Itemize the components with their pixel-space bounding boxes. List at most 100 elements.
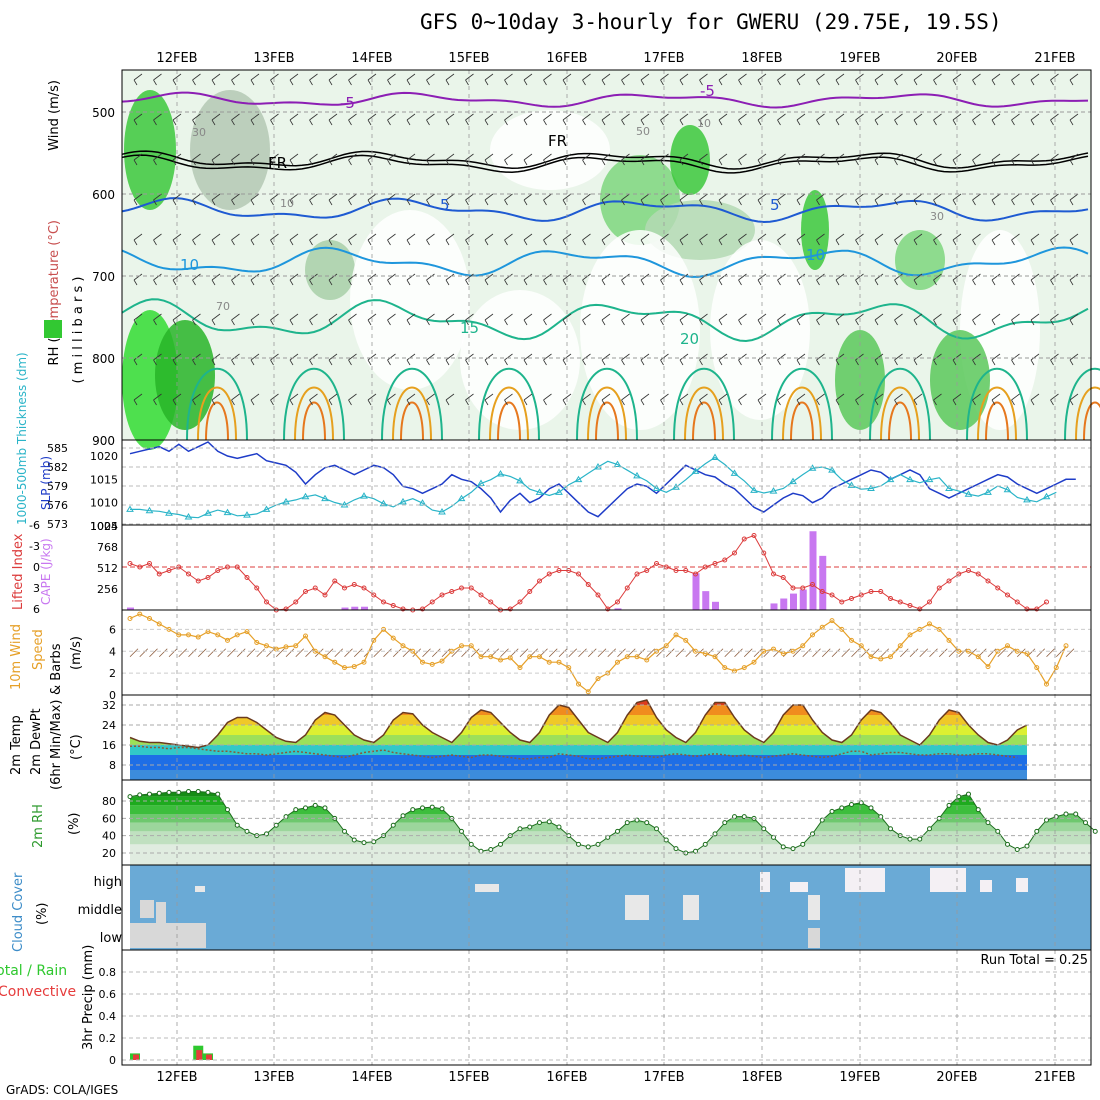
warm-lobe-9-2 [1083, 401, 1100, 441]
rh-point [312, 802, 318, 808]
wind10-barb [1036, 648, 1046, 658]
thickness-marker [360, 492, 368, 499]
upper-wind-label: Wind (m/s) [47, 80, 62, 151]
wind-barb [913, 73, 923, 86]
warm-lobe-6-2 [790, 401, 814, 441]
rh-point [137, 792, 143, 798]
wind-barb [582, 233, 591, 246]
wind-barb [816, 233, 825, 246]
wind-barb [601, 113, 611, 126]
wind-barb [328, 73, 338, 86]
lifted-index-point [351, 582, 357, 587]
lifted-index-point [702, 564, 708, 570]
wind-barb [348, 153, 357, 166]
contour-label-4: 5 [440, 196, 450, 214]
wind-barb [699, 273, 708, 286]
wind-barb [933, 193, 942, 206]
wind-barb [933, 273, 942, 286]
temp-contour-minus5 [121, 91, 1089, 109]
wind10-label-bot-group: & Barbs [49, 643, 64, 695]
warm-lobe-7-0 [869, 367, 931, 441]
wind10-point [1053, 665, 1059, 671]
wind-barb [640, 153, 650, 166]
rh-point [1034, 828, 1040, 834]
wind10-point [137, 611, 143, 617]
wind-barb [543, 313, 552, 326]
wind-barb [972, 313, 981, 326]
li-label: Lifted Index [11, 533, 26, 610]
wind-barb [465, 73, 474, 86]
wind-barb [504, 153, 513, 166]
rh-point [702, 841, 708, 847]
upper-left-labels: Wind (m/s)Temperature (°C)RH (%) [44, 80, 62, 365]
wind10-barb [334, 648, 344, 658]
upper-mb-label: ( m i l l i b a r s ) [71, 277, 86, 384]
wind-barb [211, 153, 221, 166]
wind-barb [952, 313, 962, 326]
wind-barb [835, 233, 845, 246]
rh-region-17 [490, 110, 610, 190]
wind10-point [566, 665, 572, 671]
wind-barb [445, 313, 455, 326]
wind-barb [504, 353, 513, 366]
wind10-point [332, 659, 338, 665]
thickness-marker [184, 513, 193, 520]
date-label-bottom-0: 12FEB [156, 1070, 197, 1085]
wind-barb [679, 73, 689, 86]
wind-barb [582, 113, 591, 126]
rh-point [907, 836, 913, 842]
temp-line [129, 699, 1028, 749]
lifted-index-point [1044, 599, 1049, 605]
thickness-marker [457, 494, 466, 502]
wind-barb [133, 273, 143, 286]
lifted-index-point [420, 606, 425, 612]
rh-tick-80: 80 [102, 795, 116, 808]
wind-barb [777, 313, 786, 326]
wind10-barb [587, 648, 597, 658]
wind-barb [523, 153, 533, 166]
rh-point [956, 794, 962, 800]
lifted-index-point [985, 578, 991, 584]
wind-barb [699, 313, 708, 326]
wind-barb [328, 113, 338, 126]
wind-barb [289, 73, 299, 86]
wind10-barb [938, 648, 948, 658]
thickness-marker [223, 508, 232, 516]
wind10-point [176, 632, 182, 638]
rh-point [654, 826, 659, 832]
wind-barb [777, 193, 786, 206]
lifted-index-point [917, 606, 923, 612]
wind-barb [192, 353, 201, 366]
wind-barb [1030, 313, 1040, 326]
temp-tick-32: 32 [102, 699, 116, 712]
wind-barb [991, 393, 1001, 406]
lifted-index-point [878, 589, 884, 594]
cape-bar-8 [770, 603, 778, 610]
warm-lobe-5-2 [692, 401, 716, 441]
rh-point [810, 831, 815, 837]
wind-barb [621, 193, 630, 206]
rh-band-0 [130, 844, 1091, 865]
cloud-label: Cloud Cover [11, 872, 26, 952]
contour-label-9: 20 [680, 330, 699, 348]
wind-barb [543, 193, 552, 206]
lifted-index-point [693, 571, 698, 577]
rh-point [527, 824, 533, 830]
wind-barb [835, 153, 845, 166]
thickness-marker [789, 477, 797, 485]
wind-barb [309, 193, 318, 206]
wind-barb [250, 273, 260, 286]
wind-barb [133, 193, 143, 206]
contour-label-5: 5 [770, 196, 780, 214]
rh-point [195, 788, 201, 794]
wind-barb [426, 153, 435, 166]
wind-barb [367, 233, 377, 246]
wind10-barb [266, 648, 275, 658]
wind-barb [250, 393, 260, 406]
thickness-tick-576: 576 [47, 499, 68, 512]
rh-band-2 [130, 822, 1091, 832]
wind10-point [195, 634, 201, 640]
wind10-tick-2: 2 [109, 667, 116, 680]
thickness-marker [633, 471, 641, 479]
rh-point [888, 826, 893, 832]
